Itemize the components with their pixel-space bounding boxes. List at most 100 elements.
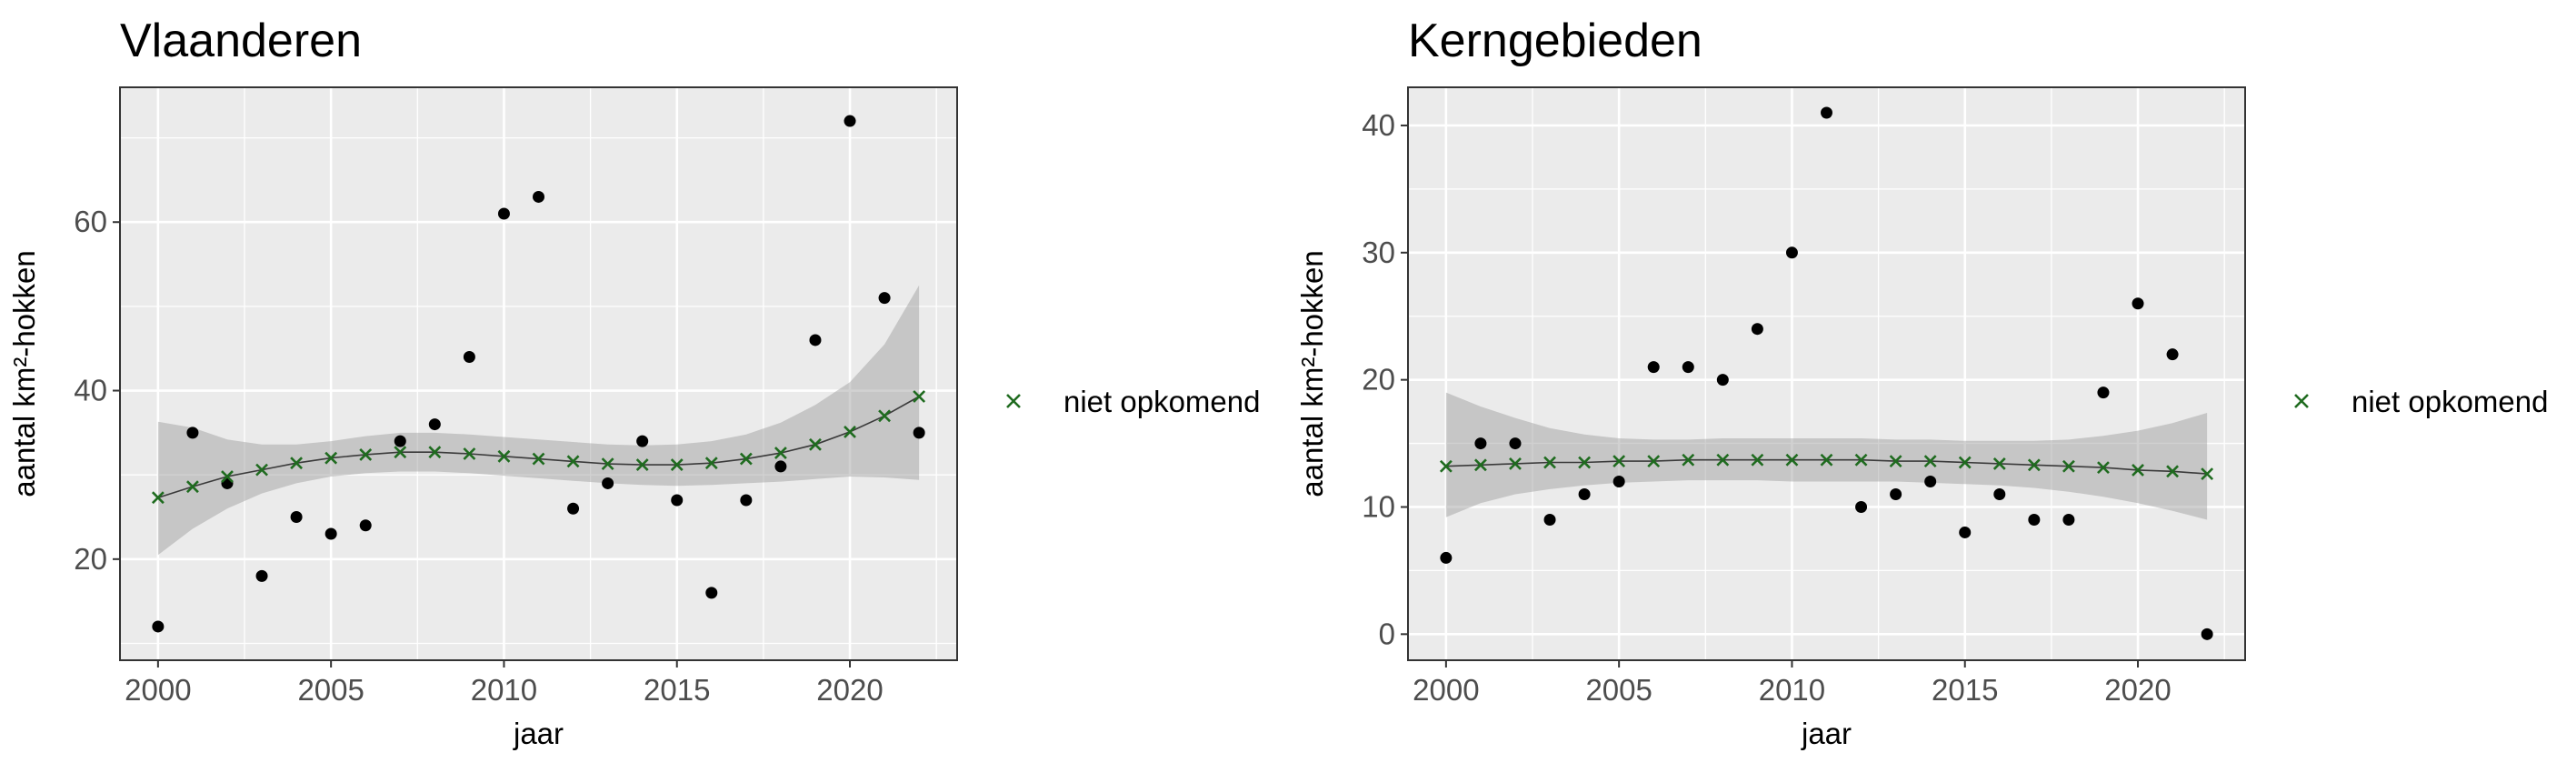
- chart-title: Vlaanderen: [120, 15, 362, 67]
- observed-point: [2062, 513, 2075, 526]
- x-tick-label: 2000: [125, 673, 191, 707]
- x-axis-title: jaar: [1801, 717, 1852, 750]
- observed-point: [809, 334, 822, 346]
- observed-point: [1751, 323, 1763, 336]
- observed-point: [671, 494, 684, 507]
- fitted-point-cross: [844, 426, 856, 438]
- plot-background: [120, 87, 957, 660]
- fitted-point-cross: [1509, 457, 1522, 470]
- fitted-point-cross: [255, 463, 268, 477]
- chart-svg: Kerngebieden 2000 2005 2010 2015 2020 0 10 20 30 4…: [1295, 15, 2548, 750]
- legend-key-cross: [2294, 394, 2309, 408]
- observed-point: [1647, 361, 1660, 374]
- fitted-point-cross: [532, 452, 545, 466]
- observed-point: [567, 502, 580, 515]
- x-tick-label: 2015: [644, 673, 710, 707]
- x-tick-label: 2015: [1932, 673, 1998, 707]
- fitted-point-cross: [1854, 453, 1868, 467]
- observed-point: [1855, 500, 1868, 513]
- y-tick-label: 20: [74, 542, 107, 576]
- observed-point: [497, 207, 510, 220]
- fitted-point-cross: [704, 457, 718, 470]
- observed-point: [428, 418, 441, 431]
- observed-point: [2166, 348, 2179, 361]
- fitted-point-cross: [739, 452, 753, 466]
- observed-point: [2132, 297, 2144, 310]
- fitted-point-cross: [1889, 455, 1902, 468]
- fitted-point-cross: [2097, 461, 2110, 475]
- fitted-point-cross: [1647, 455, 1661, 468]
- fitted-point-cross: [290, 457, 304, 470]
- observed-point: [913, 427, 925, 439]
- x-axis-title: jaar: [513, 717, 564, 750]
- observed-point: [533, 190, 544, 203]
- legend-label: niet opkomend: [2351, 385, 2548, 418]
- y-tick-label: 40: [74, 374, 107, 407]
- observed-point: [844, 115, 856, 127]
- fitted-point-cross: [1682, 453, 1695, 467]
- fitted-point-cross: [1992, 457, 2006, 470]
- plot-border: [119, 86, 958, 661]
- fitted-point-cross: [497, 449, 511, 463]
- observed-point: [324, 527, 337, 540]
- chart-panel-vlaanderen: Vlaanderen 2000 2005 2010 2015 2020 20 40 60 jaar…: [7, 15, 1260, 750]
- observed-point: [1474, 437, 1487, 450]
- observed-point: [602, 477, 614, 489]
- observed-point: [705, 587, 718, 599]
- fitted-point-cross: [2027, 458, 2041, 472]
- observed-point: [1821, 106, 1832, 119]
- observed-point: [1716, 374, 1729, 386]
- observed-point: [1612, 476, 1625, 488]
- observed-point: [774, 460, 787, 473]
- fitted-point-cross: [635, 458, 649, 471]
- fitted-point-cross: [670, 458, 684, 471]
- observed-point: [2201, 627, 2213, 640]
- plot-background: [1408, 87, 2245, 660]
- chart-panel-kerngebieden: Kerngebieden 2000 2005 2010 2015 2020 0 10 20 30 4…: [1288, 0, 2576, 773]
- fitted-point-cross: [566, 455, 580, 468]
- observed-point: [1890, 488, 1902, 501]
- fitted-point-cross: [463, 447, 476, 460]
- observed-point: [2028, 513, 2041, 526]
- observed-point: [394, 435, 406, 447]
- x-tick-label: 2020: [2104, 673, 2171, 707]
- observed-point: [740, 494, 753, 507]
- fitted-point-cross: [1751, 453, 1764, 467]
- fitted-point-cross: [2166, 465, 2179, 478]
- x-tick-label: 2005: [297, 673, 364, 707]
- fitted-point-cross: [324, 451, 338, 465]
- observed-point: [255, 569, 268, 582]
- observed-point: [1543, 513, 1556, 526]
- y-tick-label: 20: [1362, 363, 1395, 397]
- fitted-point-cross: [774, 447, 787, 460]
- fitted-point-cross: [1716, 453, 1730, 467]
- observed-point: [1682, 361, 1694, 374]
- observed-point: [1924, 476, 1937, 488]
- fitted-point-cross: [2132, 464, 2144, 477]
- legend-label: niet opkomend: [1063, 385, 1260, 418]
- fitted-point-cross: [1923, 455, 1937, 468]
- fitted-point-cross: [1474, 458, 1487, 472]
- fitted-point-cross: [1612, 455, 1626, 468]
- observed-point: [186, 427, 199, 439]
- observed-point: [1578, 488, 1591, 501]
- y-axis-title: aantal km²-hokken: [1295, 250, 1329, 497]
- fitted-point-cross: [2201, 467, 2214, 481]
- x-tick-label: 2010: [1759, 673, 1825, 707]
- y-axis-title: aantal km²-hokken: [7, 250, 41, 497]
- observed-point: [1959, 526, 1972, 538]
- fitted-point-cross: [1578, 456, 1592, 469]
- observed-point: [1993, 488, 2006, 501]
- observed-point: [2097, 386, 2110, 399]
- observed-point: [636, 435, 649, 447]
- observed-point: [1440, 551, 1453, 564]
- observed-point: [290, 511, 303, 523]
- chart-title: Kerngebieden: [1408, 15, 1702, 67]
- fitted-point-cross: [428, 446, 442, 459]
- observed-point: [878, 292, 891, 305]
- fitted-point-cross: [359, 448, 373, 461]
- observed-point: [152, 620, 165, 633]
- x-tick-label: 2000: [1413, 673, 1479, 707]
- y-tick-label: 10: [1362, 489, 1395, 523]
